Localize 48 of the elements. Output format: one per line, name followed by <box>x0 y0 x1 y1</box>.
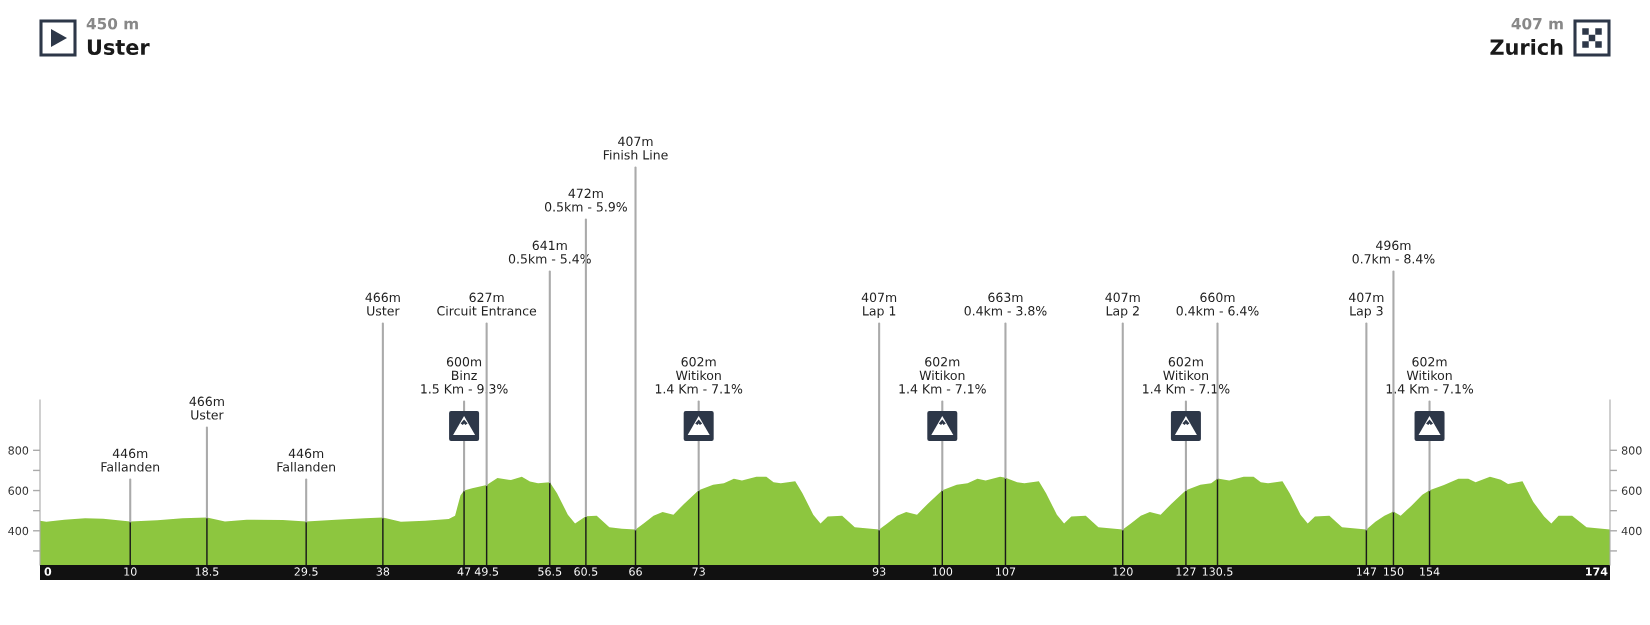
annotation: 627m Circuit Entrance <box>437 292 537 316</box>
x-tick-label: 154 <box>1420 567 1440 576</box>
annotation: 407m Lap 3 <box>1348 292 1384 318</box>
annotation: 641m 0.5km - 5.4% <box>508 240 591 264</box>
annotation: 466m Uster <box>189 396 224 420</box>
x-tick-label: 56.5 <box>538 567 562 576</box>
x-tick-label: 150 <box>1384 567 1404 576</box>
x-tick-label: 10 <box>124 567 137 576</box>
x-tick-label: 100 <box>932 567 953 576</box>
text: 407 m Zurich <box>1490 17 1563 56</box>
x-tick-label: 49.5 <box>474 567 499 576</box>
annotation: 407m Lap 1 <box>861 292 897 318</box>
annotation: 602m Witikon 1.4 Km - 7.1% <box>1386 357 1474 394</box>
annotation: 602m Witikon 1.4 Km - 7.1% <box>655 357 743 394</box>
text: 450 m Uster <box>86 17 150 56</box>
annotation: 602m Witikon 1.4 Km - 7.1% <box>899 357 986 394</box>
annotation: 600m Binz 1.5 Km - 9.3% <box>421 357 508 394</box>
x-tick-label: 174 <box>1586 567 1608 576</box>
x-tick-label: 29.5 <box>294 567 318 576</box>
x-tick-label: 47 <box>457 567 471 576</box>
annotation: 602m Witikon 1.4 Km - 7.1% <box>1143 357 1230 394</box>
y2-tick-label: 800 <box>1621 446 1642 455</box>
annotation: 660m 0.4km - 6.4% <box>1176 292 1259 316</box>
annotation: 663m 0.4km - 3.8% <box>964 292 1047 316</box>
x-tick-label: 120 <box>1113 567 1133 576</box>
x-tick-label: 18.5 <box>195 567 219 576</box>
x-tick-label: 147 <box>1357 567 1377 576</box>
x-tick-label: 130.5 <box>1202 567 1233 576</box>
y2-tick-label: 400 <box>1621 526 1642 536</box>
annotation: 407m Lap 2 <box>1105 292 1140 318</box>
annotation: 466m Uster <box>365 292 400 316</box>
x-tick-label: 60.5 <box>574 567 598 576</box>
x-tick-label: 73 <box>692 567 705 576</box>
annotation: 496m 0.7km - 8.4% <box>1352 240 1435 264</box>
annotation: 446m Fallanden <box>101 448 160 472</box>
y-tick-label: 600 <box>8 486 29 495</box>
x-tick-label: 0 <box>44 567 52 576</box>
annotation: 407m Finish Line <box>603 136 668 160</box>
x-tick-label: 66 <box>629 567 642 576</box>
x-tick-label: 107 <box>996 567 1016 576</box>
y2-tick-label: 600 <box>1621 486 1642 495</box>
annotation: 446m Fallanden <box>277 448 336 472</box>
x-tick-label: 93 <box>872 567 886 576</box>
annotation: 472m 0.5km - 5.9% <box>544 188 627 212</box>
y-tick-label: 800 <box>8 446 29 455</box>
x-tick-label: 127 <box>1176 567 1196 576</box>
y-tick-label: 400 <box>8 526 29 536</box>
x-tick-label: 38 <box>376 567 390 576</box>
